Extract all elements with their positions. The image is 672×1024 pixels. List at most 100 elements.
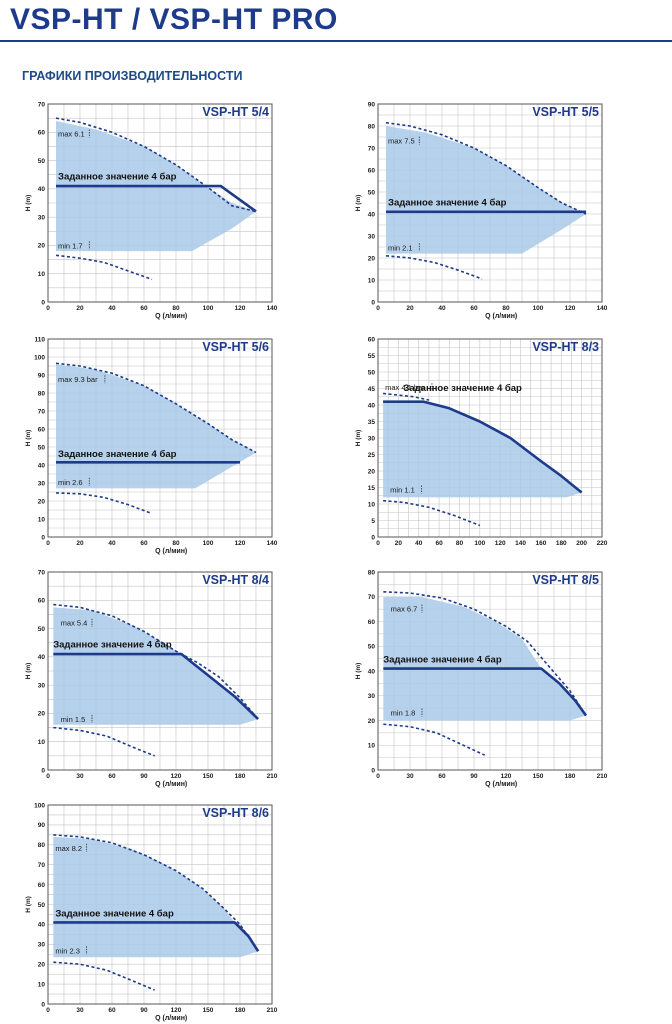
plot-frame	[47, 804, 273, 1005]
chart-vsp-ht-5-4: 0 20 40 60 80 100 120 140 0 10 20 30 40 50 60 70 Q (л/ми…	[20, 98, 280, 330]
y-tick-label: 50	[38, 158, 46, 165]
x-tick-label: 80	[172, 540, 180, 547]
x-tick-label: 30	[76, 1007, 84, 1014]
y-tick-label: 20	[38, 243, 46, 250]
y-tick-label: 70	[38, 408, 46, 415]
chart-vsp-ht-5-6: 0 20 40 60 80 100 120 140 0 10 20 30 40 50 60 70 80 90 100…	[20, 333, 280, 565]
y-tick-label: 60	[38, 598, 46, 605]
y-tick-label: 45	[368, 386, 376, 393]
x-tick-label: 210	[267, 1007, 278, 1014]
x-tick-label: 0	[376, 540, 380, 547]
y-tick-label: 100	[34, 802, 45, 809]
x-tick-label: 80	[502, 305, 510, 312]
x-tick-label: 60	[435, 540, 443, 547]
x-tick-label: 180	[235, 773, 246, 780]
setpoint-label: Заданное значение 4 бар	[58, 449, 177, 460]
chart-svg: 0 20 40 60 80 100 120 140 0 10 20 30 40 50 60 70 Q (л/ми…	[25, 101, 278, 320]
x-tick-label: 60	[108, 773, 116, 780]
chart-svg: 0 20 40 60 80 100 120 140 0 10 20 30 40 50 60 70 80 90 Q (…	[355, 101, 608, 320]
chart-vsp-ht-8-3: 0 20 40 60 80 100 120 140 160 180 200 220 0 5 10 15 20 25…	[350, 333, 610, 565]
operating-region	[383, 401, 582, 498]
setpoint-line	[56, 184, 257, 213]
x-tick-label: 90	[140, 773, 148, 780]
x-tick-label: 120	[235, 305, 246, 312]
chart-vsp-ht-8-4: 0 30 60 90 120 150 180 210 0 10 20 30 40 50 60 70 Q (л/м…	[20, 566, 280, 798]
x-tick-label: 0	[46, 1007, 50, 1014]
y-tick-label: 80	[368, 569, 376, 576]
y-tick-label: 25	[368, 452, 376, 459]
y-tick-label: 10	[368, 743, 376, 750]
y-tick-label: 0	[41, 767, 45, 774]
y-tick-label: 110	[35, 336, 46, 343]
x-tick-label: 40	[415, 540, 423, 547]
y-tick-label: 50	[368, 369, 376, 376]
y-tick-label: 80	[38, 842, 46, 849]
chart-title: VSP-HT 5/5	[532, 105, 599, 119]
x-tick-label: 80	[172, 305, 180, 312]
x-tick-label: 60	[438, 773, 446, 780]
y-tick-label: 20	[38, 711, 46, 718]
x-tick-label: 0	[46, 305, 50, 312]
chart-vsp-ht-8-5: 0 30 60 90 120 150 180 210 0 10 20 30 40 50 60 70 80 Q (л…	[350, 566, 610, 798]
x-axis-label: Q (л/мин)	[155, 1015, 187, 1022]
y-tick-label: 40	[368, 211, 376, 218]
y-tick-label: 60	[368, 336, 376, 343]
x-tick-label: 20	[76, 305, 84, 312]
y-tick-label: 40	[38, 654, 46, 661]
chart-title: VSP-HT 8/5	[532, 573, 599, 587]
min-pressure-curve	[383, 499, 481, 527]
operating-region	[56, 364, 256, 489]
chart-svg: 0 30 60 90 120 150 180 210 0 10 20 30 40 50 60 70 80 Q (л…	[355, 569, 608, 788]
chart-title: VSP-HT 8/3	[532, 340, 599, 354]
y-tick-label: 70	[368, 145, 376, 152]
x-tick-label: 180	[556, 540, 567, 547]
y-tick-label: 50	[368, 644, 376, 651]
max-label: max 9.3 bar	[58, 375, 98, 384]
x-tick-label: 0	[376, 305, 380, 312]
x-tick-label: 20	[406, 305, 414, 312]
y-tick-label: 50	[368, 189, 376, 196]
x-tick-label: 90	[470, 773, 478, 780]
x-tick-label: 100	[474, 540, 485, 547]
x-tick-label: 60	[108, 1007, 116, 1014]
x-tick-label: 40	[108, 305, 116, 312]
y-tick-label: 10	[368, 277, 376, 284]
y-tick-label: 0	[371, 767, 375, 774]
y-tick-label: 55	[368, 353, 376, 360]
x-axis-label: Q (л/мин)	[485, 781, 517, 788]
min-label: min 2.1	[388, 243, 413, 252]
y-tick-label: 60	[38, 426, 46, 433]
chart-vsp-ht-5-5: 0 20 40 60 80 100 120 140 0 10 20 30 40 50 60 70 80 90 Q (…	[350, 98, 610, 330]
chart-title: VSP-HT 5/6	[202, 340, 269, 354]
y-tick-label: 40	[368, 668, 376, 675]
min-label: min 1.8	[391, 709, 416, 718]
max-label: max 7.5	[388, 137, 415, 146]
x-tick-label: 210	[267, 773, 278, 780]
y-tick-label: 0	[41, 1001, 45, 1008]
y-tick-label: 90	[38, 372, 46, 379]
x-tick-label: 140	[515, 540, 526, 547]
y-axis-label: H (m)	[25, 896, 32, 913]
y-tick-label: 0	[41, 534, 45, 541]
max-label: max 6.1	[58, 130, 85, 139]
min-label: min 2.6	[58, 478, 83, 487]
x-tick-label: 150	[203, 1007, 214, 1014]
operating-region	[53, 607, 259, 725]
max-pressure-curve	[53, 834, 259, 952]
y-tick-label: 20	[368, 255, 376, 262]
x-axis-label: Q (л/мин)	[485, 313, 517, 320]
chart-vsp-ht-8-6: 0 30 60 90 120 150 180 210 0 10 20 30 40 50 60 70 80 90 10…	[20, 799, 280, 1024]
y-tick-label: 15	[368, 485, 376, 492]
y-tick-label: 30	[368, 693, 376, 700]
x-tick-label: 100	[203, 305, 214, 312]
x-tick-label: 120	[171, 1007, 182, 1014]
x-tick-label: 60	[140, 540, 148, 547]
x-axis-label: Q (л/мин)	[155, 548, 187, 555]
max-pressure-curve	[383, 591, 587, 716]
y-tick-label: 70	[38, 569, 46, 576]
y-tick-label: 60	[368, 619, 376, 626]
chart-title: VSP-HT 8/6	[202, 806, 269, 820]
min-pressure-curve	[55, 254, 153, 281]
setpoint-line	[53, 652, 260, 721]
setpoint-line	[383, 667, 588, 717]
